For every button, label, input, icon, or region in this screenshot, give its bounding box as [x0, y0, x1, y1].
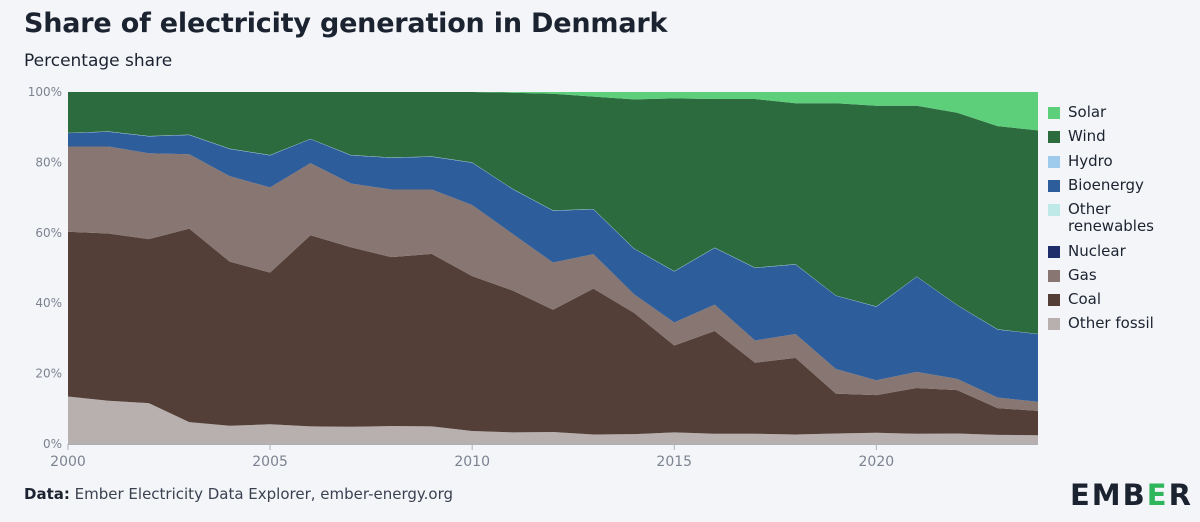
area-bioenergy: [68, 131, 1038, 402]
legend-label: Coal: [1068, 290, 1102, 308]
area-coal: [68, 228, 1038, 436]
legend-swatch: [1048, 269, 1060, 282]
area-layer: [68, 92, 1038, 444]
x-tick-label: 2020: [859, 454, 895, 470]
legend-item-other-renewables[interactable]: Other renewables: [1048, 200, 1178, 236]
legend-label: Gas: [1068, 265, 1097, 284]
legend-label: Other renewables: [1068, 200, 1154, 236]
legend-item-gas[interactable]: Gas: [1048, 265, 1178, 284]
legend-item-nuclear[interactable]: Nuclear: [1048, 241, 1178, 260]
legend-item-hydro[interactable]: Hydro: [1048, 151, 1178, 170]
y-tick-label: 0%: [43, 437, 62, 451]
chart-subtitle: Percentage share: [24, 51, 173, 71]
area-wind: [68, 92, 1038, 334]
legend-swatch: [1048, 204, 1060, 216]
chart-title: Share of electricity generation in Denma…: [24, 8, 668, 39]
legend-label: Wind: [1068, 127, 1106, 146]
logo-text-mid: E: [1146, 478, 1169, 512]
y-tick-label: 20%: [35, 367, 62, 381]
legend-swatch: [1048, 318, 1060, 331]
area-other-fossil: [68, 396, 1038, 444]
logo-text-right: R: [1168, 478, 1193, 512]
x-tick-label: 2010: [454, 454, 490, 470]
legend-swatch: [1048, 294, 1060, 306]
y-tick-label: 100%: [28, 85, 62, 99]
legend: Solar Wind Hydro Bioenergy Other renewables N…: [1048, 103, 1178, 340]
y-tick-label: 60%: [35, 226, 62, 240]
x-tick-label: 2000: [50, 454, 86, 470]
legend-label: Hydro: [1068, 151, 1113, 170]
legend-swatch: [1048, 131, 1060, 144]
legend-item-wind[interactable]: Wind: [1048, 127, 1178, 146]
logo-text-left: EMB: [1070, 478, 1147, 512]
x-tick-label: 2005: [252, 454, 288, 470]
legend-label: Nuclear: [1068, 241, 1126, 260]
y-tick-label: 40%: [35, 296, 62, 310]
legend-item-coal[interactable]: Coal: [1048, 290, 1178, 308]
ember-logo: EMBER: [1070, 478, 1193, 512]
source-text: Ember Electricity Data Explorer, ember-e…: [74, 485, 453, 503]
area-gas: [68, 146, 1038, 411]
legend-label: Other fossil: [1068, 314, 1154, 333]
legend-label: Bioenergy: [1068, 175, 1144, 194]
legend-swatch: [1048, 155, 1060, 168]
legend-item-solar[interactable]: Solar: [1048, 103, 1178, 121]
legend-swatch: [1048, 245, 1060, 258]
legend-item-other-fossil[interactable]: Other fossil: [1048, 314, 1178, 333]
source-note: Data: Ember Electricity Data Explorer, e…: [24, 485, 453, 503]
y-axis: 0% 20% 40% 60% 80% 100%: [28, 85, 62, 451]
y-tick-label: 80%: [35, 155, 62, 169]
x-axis: 2000 2005 2010 2015 2020: [50, 444, 1038, 470]
legend-label: Solar: [1068, 103, 1107, 121]
area-solar: [68, 92, 1038, 131]
source-label: Data:: [24, 485, 70, 503]
x-tick-label: 2015: [656, 454, 692, 470]
legend-item-bioenergy[interactable]: Bioenergy: [1048, 175, 1178, 194]
legend-swatch: [1048, 179, 1060, 192]
legend-swatch: [1048, 107, 1060, 119]
